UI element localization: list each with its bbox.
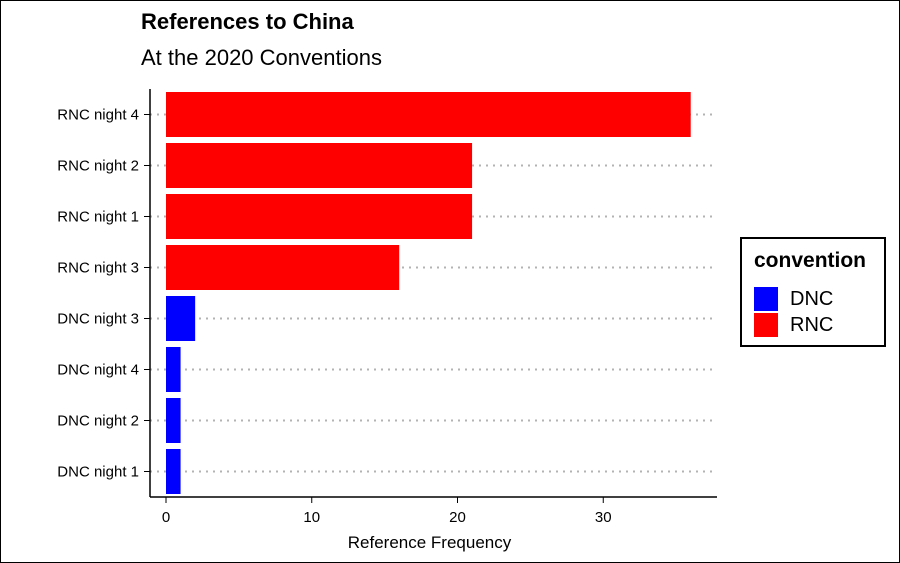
legend: convention DNC RNC <box>740 237 886 347</box>
legend-swatch-dnc <box>754 287 778 311</box>
x-tick-label: 0 <box>162 509 170 526</box>
legend-item-dnc: DNC <box>754 286 833 312</box>
y-tick-label: RNC night 2 <box>57 158 139 175</box>
legend-label-rnc: RNC <box>790 313 834 336</box>
legend-swatch-rnc <box>754 313 778 337</box>
y-tick-label: RNC night 4 <box>57 107 139 124</box>
x-tick-label: 10 <box>303 509 320 526</box>
y-tick-label: RNC night 1 <box>57 209 139 226</box>
y-tick-label: RNC night 3 <box>57 260 139 277</box>
y-tick-label: DNC night 1 <box>57 464 139 481</box>
bar <box>166 347 181 392</box>
x-axis-title: Reference Frequency <box>348 533 512 552</box>
legend-title: convention <box>754 249 867 272</box>
legend-item-rnc: RNC <box>754 312 833 338</box>
y-tick-label: DNC night 3 <box>57 311 139 328</box>
bar <box>166 398 181 443</box>
x-tick-label: 30 <box>595 509 612 526</box>
y-tick-label: DNC night 4 <box>57 362 139 379</box>
legend-label-dnc: DNC <box>790 287 834 310</box>
bar <box>166 143 473 188</box>
chart-subtitle: At the 2020 Conventions <box>141 45 382 70</box>
y-tick-label: DNC night 2 <box>57 413 139 430</box>
bar <box>166 194 473 239</box>
bar <box>166 92 691 137</box>
x-tick-label: 20 <box>449 509 466 526</box>
bar <box>166 449 181 494</box>
bar <box>166 245 400 290</box>
chart-title: References to China <box>141 9 354 34</box>
bar <box>166 296 196 341</box>
